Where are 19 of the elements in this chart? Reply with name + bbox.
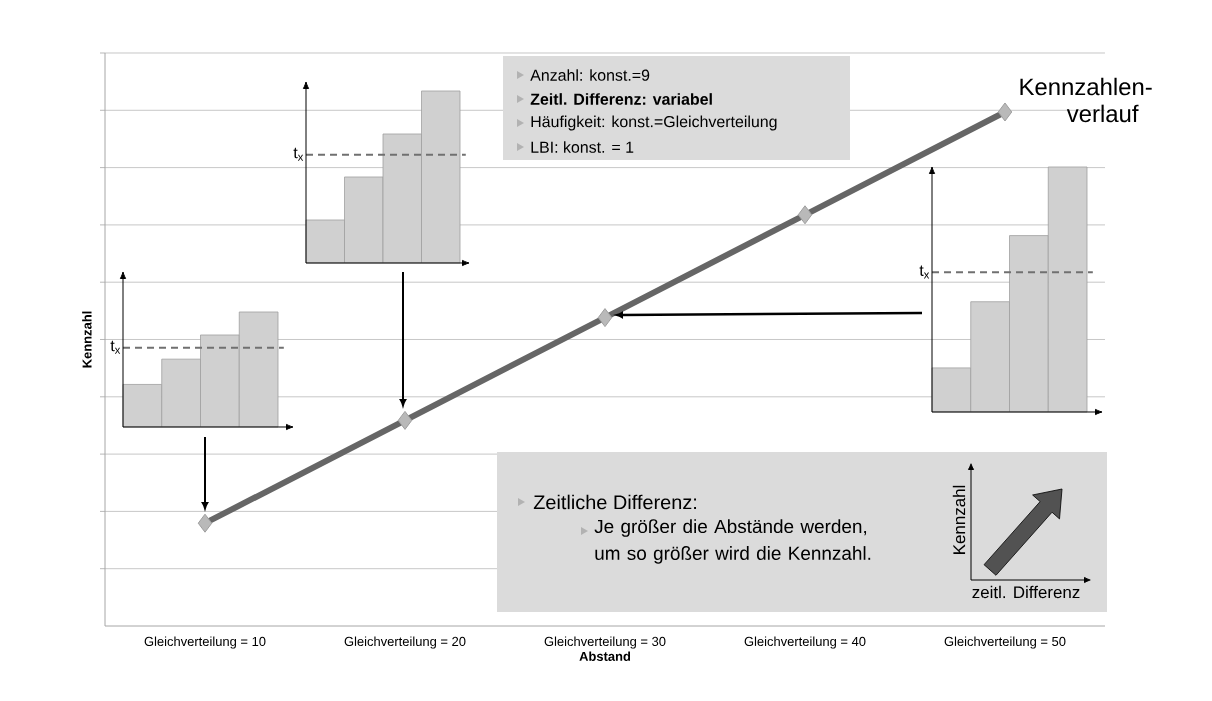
annotation: Je größer die Abstände werden, um so größer wird die Kennzahl. xyxy=(594,519,871,564)
annotation: Kennzahlen-verlauf xyxy=(1020,77,1152,123)
text: Anzahl: konst.=9 xyxy=(530,69,650,81)
x-tick-label: Gleichverteilung = 30 xyxy=(544,636,666,649)
y-axis-title: Kennzahl xyxy=(82,311,92,368)
x-axis-title: Abstand xyxy=(579,651,631,661)
annotation: Zeitliche Differenz: xyxy=(533,494,697,510)
text: Zeitl. Differenz: variabel xyxy=(530,93,712,105)
x-tick-label: Gleichverteilung = 50 xyxy=(944,636,1066,649)
annotation: Häufigkeit: konst.=Gleichverteilung xyxy=(531,115,777,131)
x-tick-label: Gleichverteilung = 20 xyxy=(344,636,466,649)
ref-line-label: t$_{x}$ xyxy=(110,340,121,354)
x-tick-label: Gleichverteilung = 10 xyxy=(144,636,266,649)
annotation: zeitl. Differenz xyxy=(972,585,1080,599)
ref-line-label: t$_{x}$ xyxy=(293,147,304,161)
x-tick-label: Gleichverteilung = 40 xyxy=(744,636,866,649)
annotation: LBI: konst. = 1 xyxy=(531,141,634,153)
annotation: Kennzahl xyxy=(952,485,966,554)
ref-line-label: t$_{x}$ xyxy=(919,265,930,279)
